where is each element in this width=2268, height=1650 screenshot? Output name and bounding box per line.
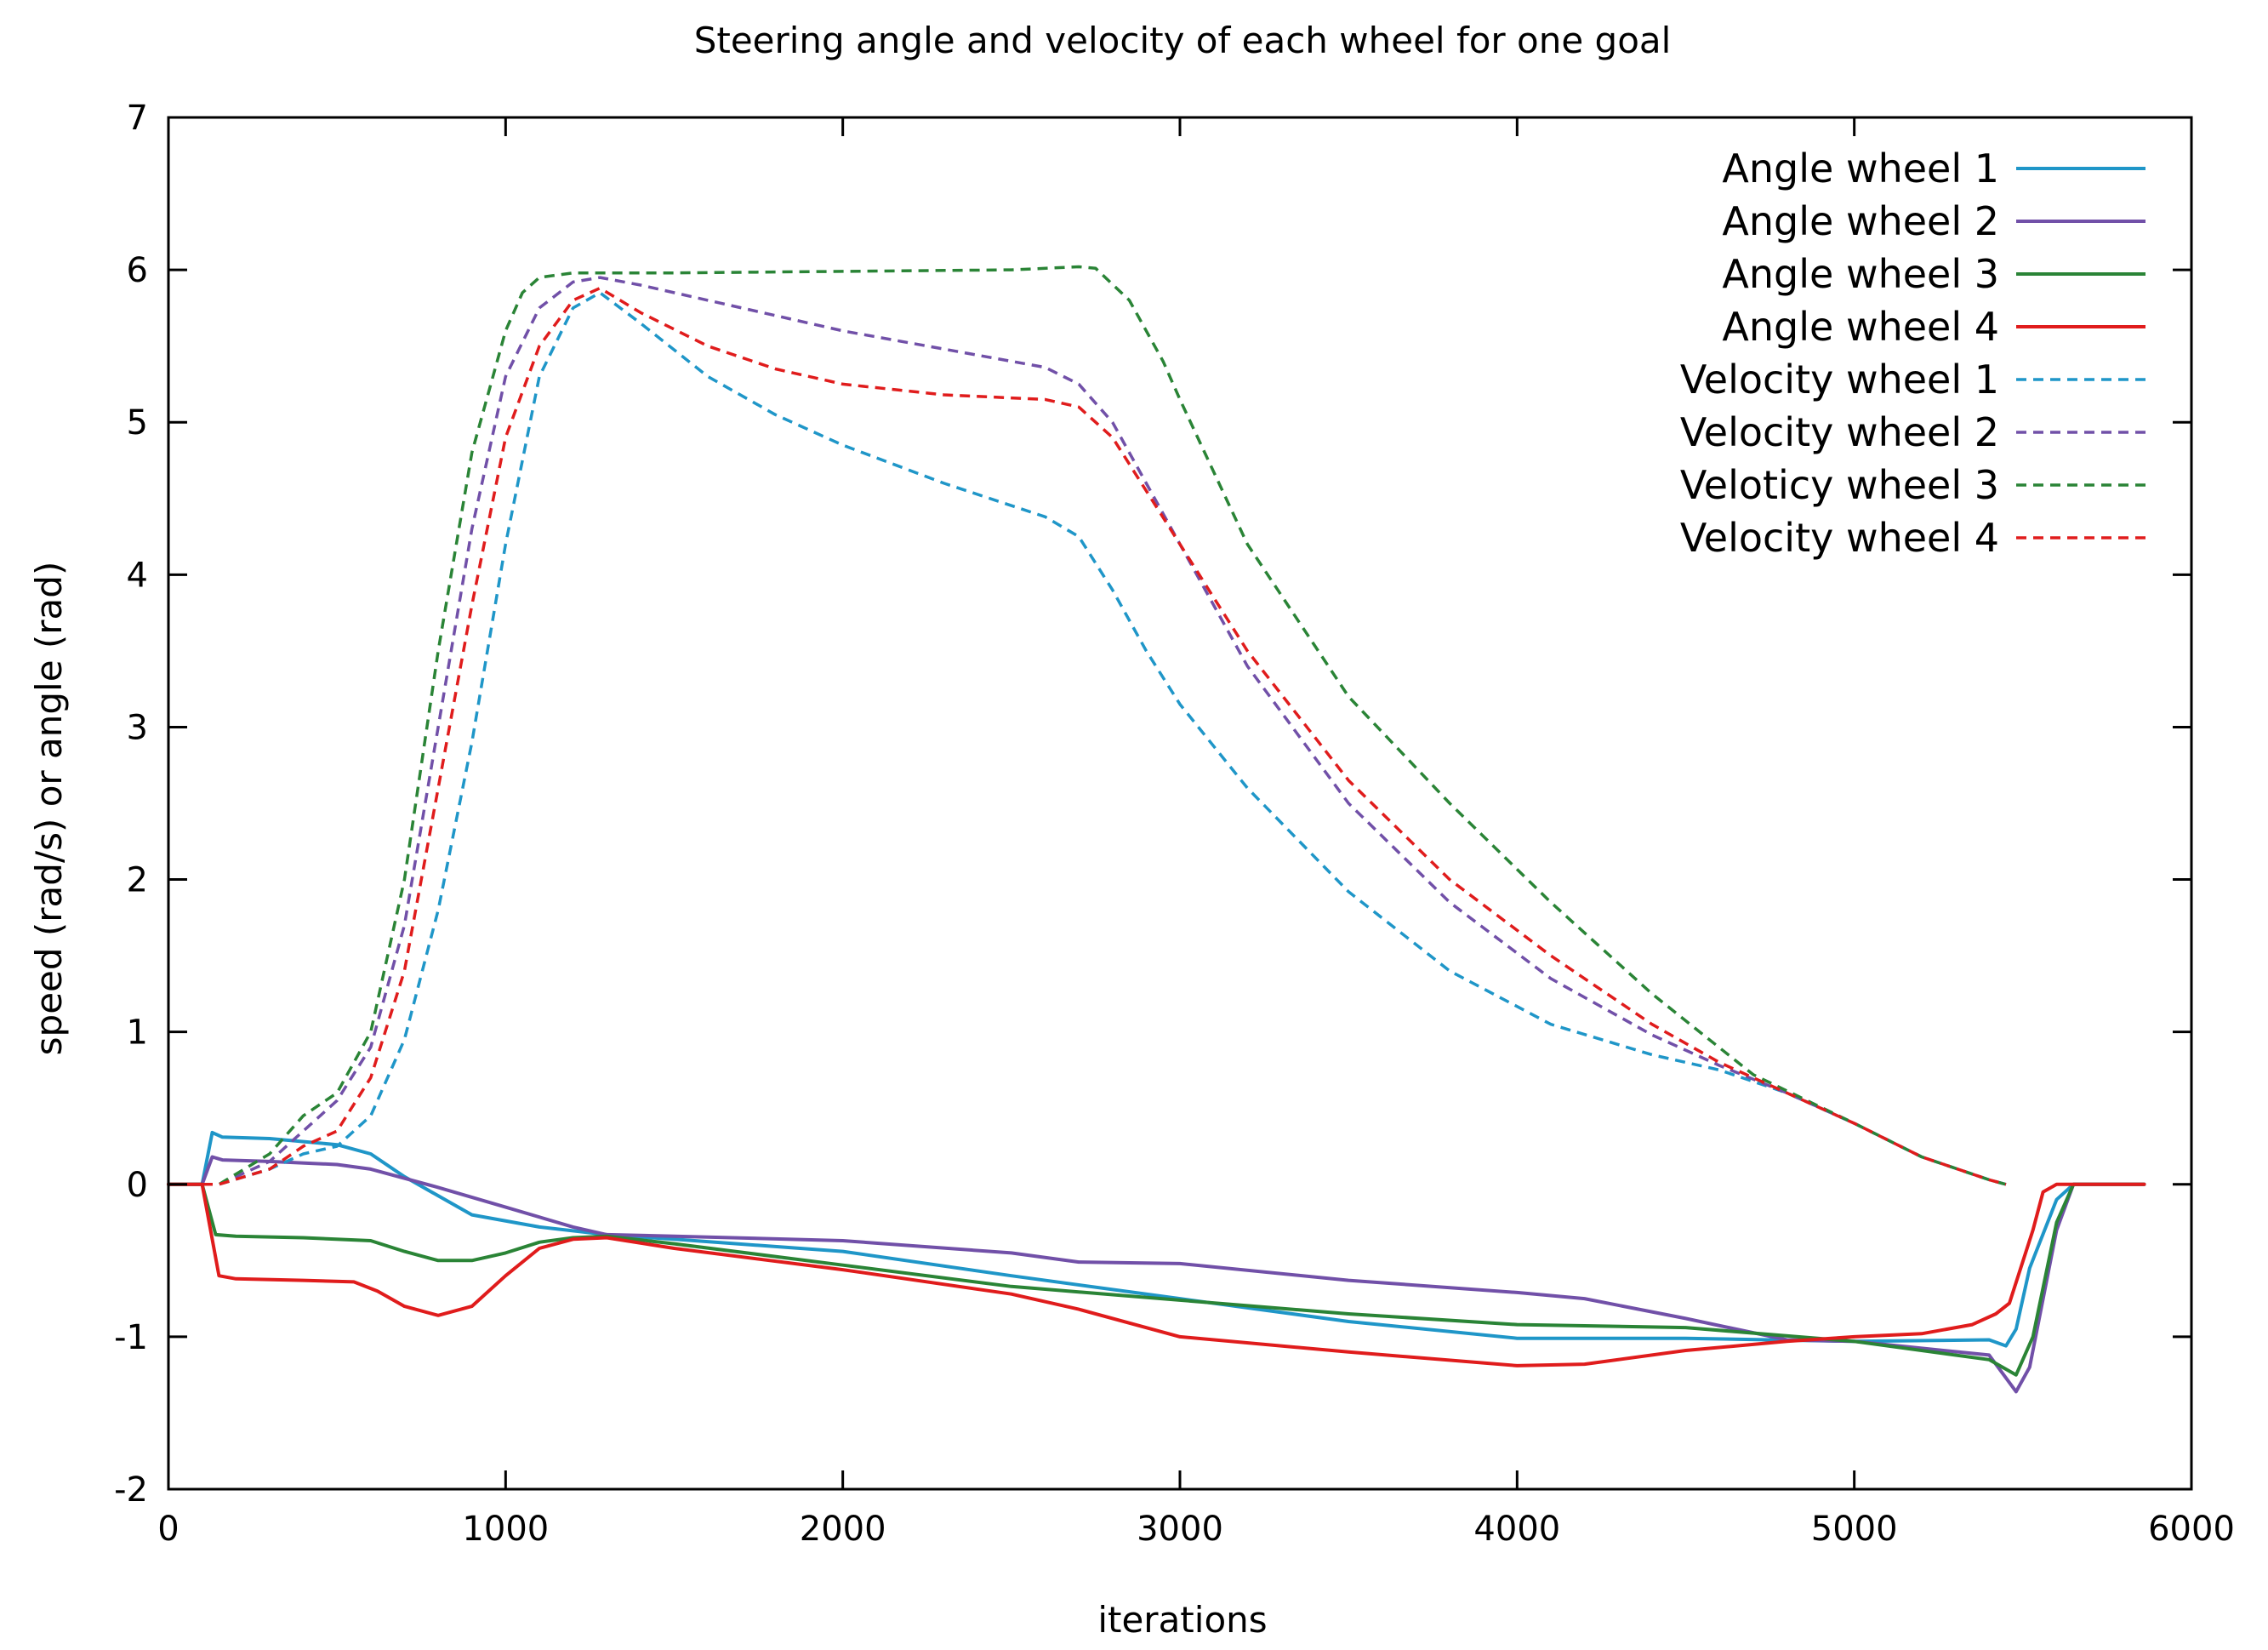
legend-label: Angle wheel 2 [1722, 198, 1999, 244]
series-line-7 [168, 265, 2007, 1186]
legend-item: Angle wheel 1 [1722, 146, 2145, 191]
y-tick-label: -1 [114, 1318, 148, 1357]
y-tick-label: 3 [127, 708, 148, 747]
series-line-8 [168, 286, 2007, 1186]
y-tick-label: 5 [127, 403, 148, 442]
series-line-5 [168, 291, 2007, 1186]
legend-item: Angle wheel 3 [1722, 251, 2145, 297]
series-line-4 [167, 1182, 2146, 1367]
legend-item: Velocity wheel 1 [1680, 357, 2145, 403]
series-line-3 [167, 1182, 2146, 1377]
x-tick-label: 4000 [1473, 1510, 1560, 1549]
x-tick-label: 6000 [2148, 1510, 2235, 1549]
legend-label: Velocity wheel 2 [1680, 409, 1999, 455]
legend-label: Angle wheel 4 [1722, 304, 1999, 350]
legend-item: Angle wheel 4 [1722, 304, 2145, 350]
x-tick-label: 0 [157, 1510, 179, 1549]
series-layer [167, 265, 2146, 1394]
legend-label: Velocity wheel 1 [1680, 357, 1999, 403]
y-tick-label: 2 [127, 861, 148, 900]
chart-title: Steering angle and velocity of each whee… [694, 20, 1672, 61]
legend-item: Angle wheel 2 [1722, 198, 2145, 244]
series-line-2 [167, 1155, 2146, 1394]
legend: Angle wheel 1 Angle wheel 2 Angle wheel 3 A… [1680, 146, 2145, 561]
y-tick-label: -2 [114, 1470, 148, 1510]
legend-item: Velocity wheel 2 [1680, 409, 2145, 455]
legend-item: Velocity wheel 4 [1680, 515, 2145, 561]
y-tick-label: 1 [127, 1013, 148, 1053]
y-axis-label: speed (rad/s) or angle (rad) [28, 562, 70, 1056]
x-tick-label: 5000 [1811, 1510, 1898, 1549]
y-tick-label: 6 [127, 251, 148, 290]
x-axis-label: iterations [1097, 1599, 1267, 1641]
legend-label: Angle wheel 1 [1722, 146, 1999, 191]
legend-label: Veloticy wheel 3 [1680, 462, 1999, 508]
axes-layer: 0 1000 2000 3000 4000 5000 6000 -2 -1 0 1 2 3 4 5 6 7 [114, 99, 2235, 1549]
x-tick-label: 2000 [800, 1510, 886, 1549]
legend-label: Velocity wheel 4 [1680, 515, 1999, 561]
y-tick-label: 7 [127, 99, 148, 138]
y-tick-label: 0 [127, 1166, 148, 1205]
legend-item: Veloticy wheel 3 [1680, 462, 2145, 508]
series-line-6 [168, 276, 2007, 1186]
x-tick-label: 1000 [462, 1510, 549, 1549]
y-tick-label: 4 [127, 556, 148, 595]
legend-label: Angle wheel 3 [1722, 251, 1999, 297]
x-tick-label: 3000 [1137, 1510, 1223, 1549]
